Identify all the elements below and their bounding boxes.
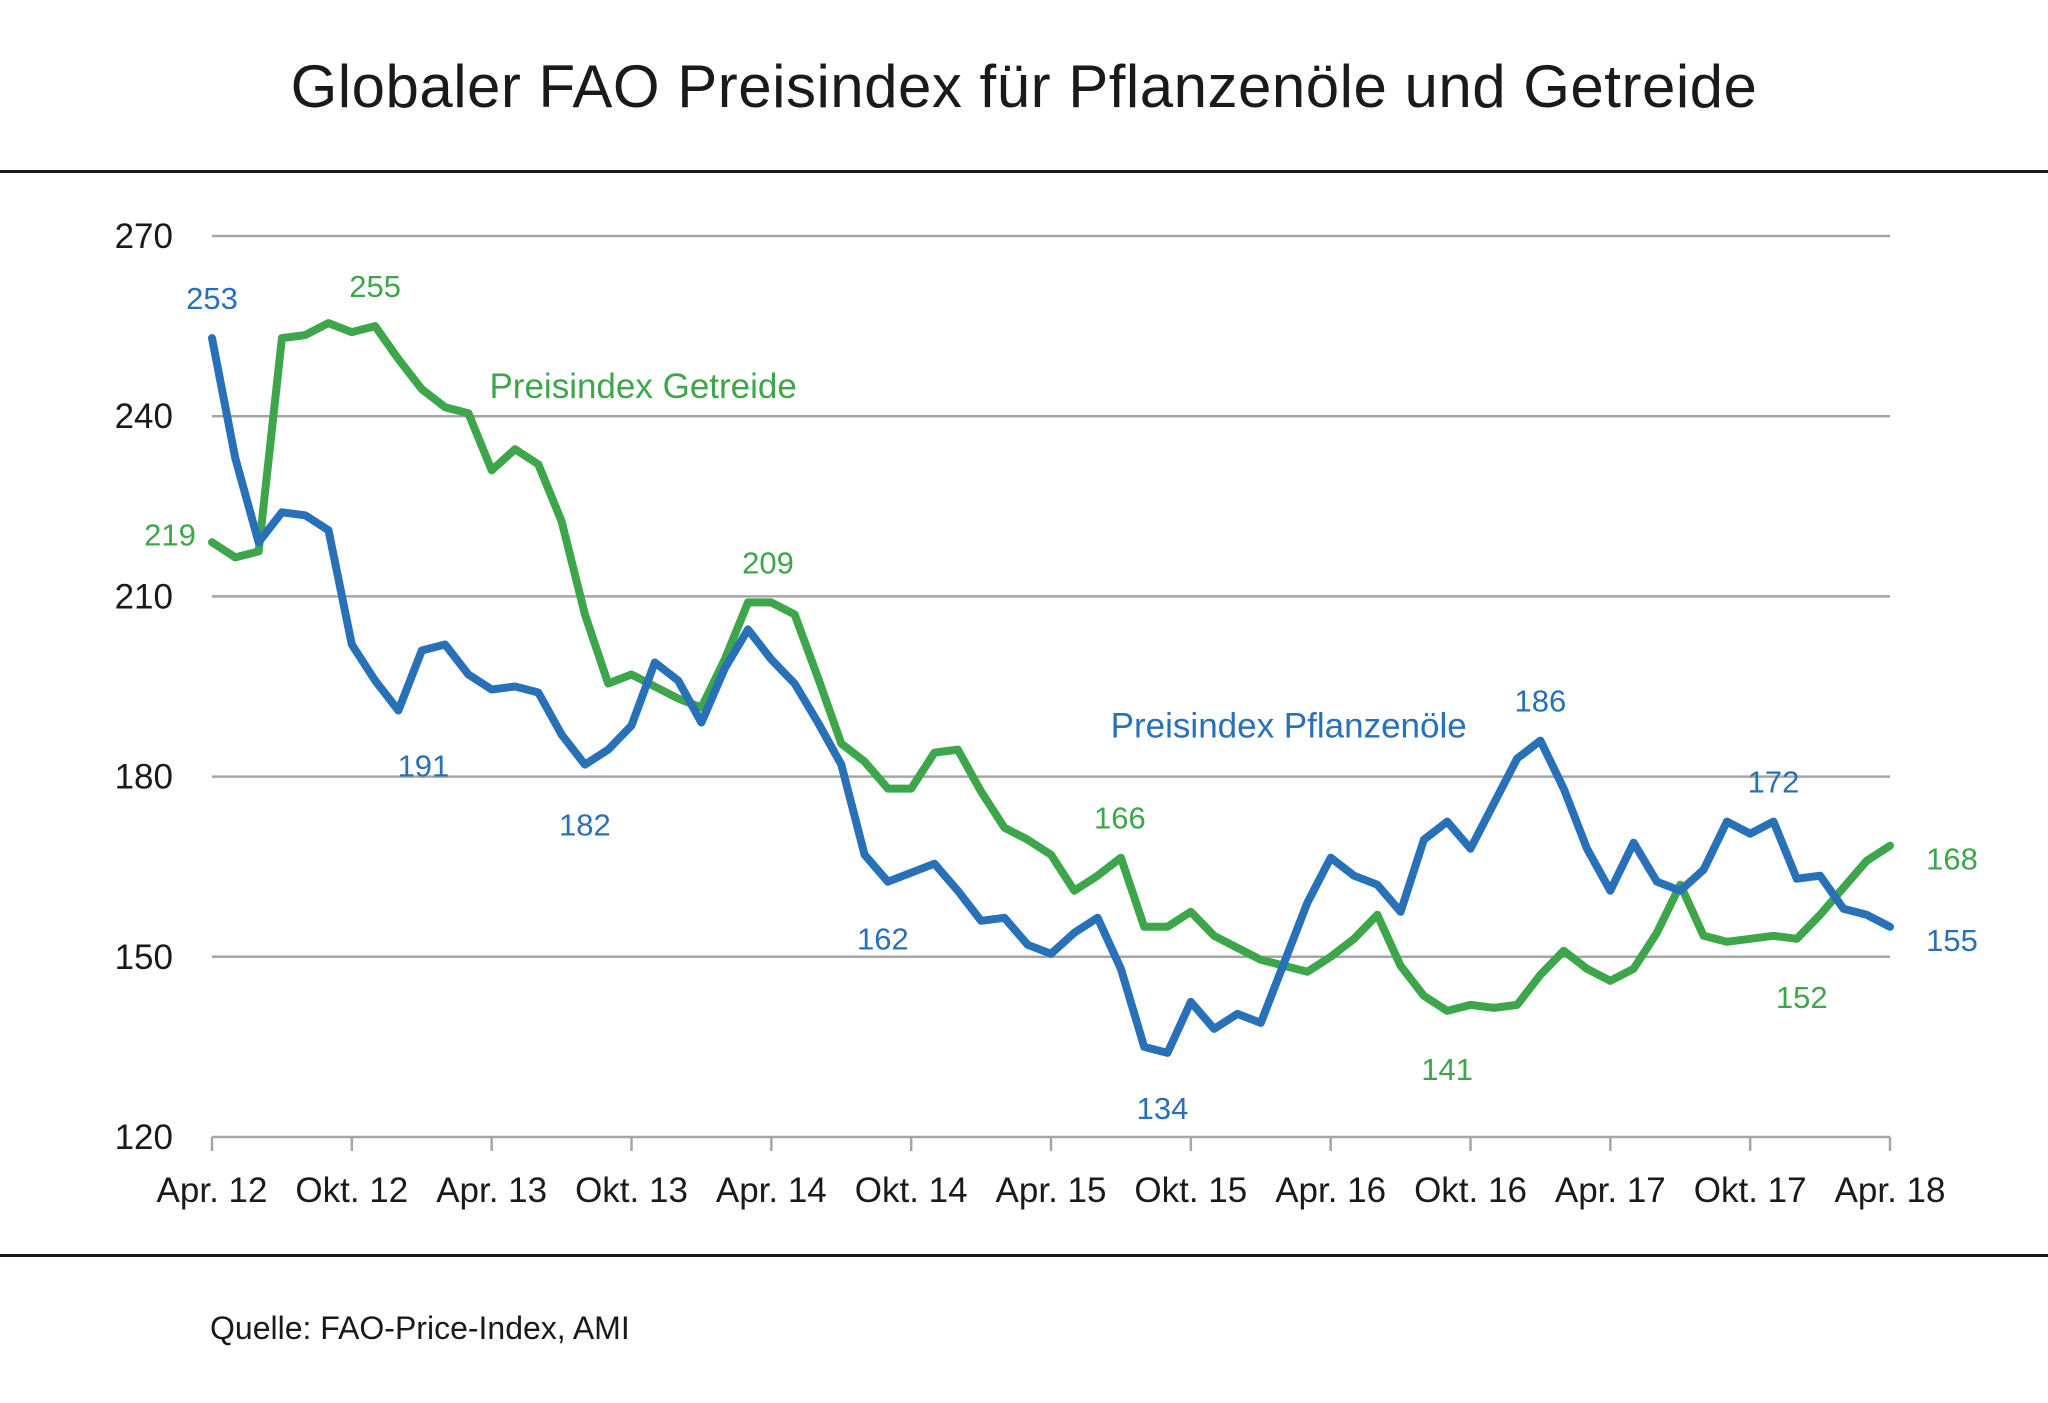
y-tick-label: 180 — [115, 758, 173, 797]
data-label: 155 — [1926, 923, 1978, 958]
data-label: 253 — [186, 281, 238, 316]
data-label: 152 — [1776, 980, 1828, 1015]
y-tick-label: 240 — [115, 397, 173, 436]
top-divider — [0, 170, 2048, 173]
x-axis-tick-labels: Apr. 12 Okt. 12 Apr. 13 Okt. 13 Apr. 14 Okt. … — [157, 1171, 1946, 1210]
x-tick-label: Okt. 12 — [295, 1171, 408, 1210]
x-tick-label: Okt. 15 — [1134, 1171, 1247, 1210]
y-tick-label: 150 — [115, 938, 173, 977]
y-tick-label: 270 — [115, 217, 173, 256]
x-tick-label: Apr. 15 — [996, 1171, 1107, 1210]
series-pflanzenoele-line — [208, 334, 1894, 1057]
data-label: 182 — [559, 808, 611, 843]
data-label: 141 — [1421, 1052, 1473, 1087]
data-label: 255 — [349, 269, 401, 304]
x-tick-label: Apr. 18 — [1835, 1171, 1946, 1210]
y-tick-label: 120 — [115, 1118, 173, 1157]
data-label: 209 — [742, 545, 794, 580]
x-tick-label: Okt. 16 — [1414, 1171, 1527, 1210]
x-tick-label: Apr. 17 — [1555, 1171, 1666, 1210]
data-label: 162 — [857, 922, 909, 957]
series-lines — [208, 319, 1894, 1057]
series-name-label: Preisindex Pflanzenöle — [1111, 707, 1467, 746]
x-tick-label: Apr. 14 — [716, 1171, 827, 1210]
series-getreide-line — [208, 319, 1894, 1015]
x-tick-label: Apr. 12 — [157, 1171, 268, 1210]
source-note: Quelle: FAO-Price-Index, AMI — [210, 1310, 630, 1346]
series-name-labels: Preisindex Getreide Preisindex Pflanzenöl… — [489, 367, 1466, 745]
data-label: 191 — [398, 749, 450, 784]
bottom-divider — [0, 1254, 2048, 1257]
data-label: 172 — [1748, 765, 1800, 800]
y-tick-label: 210 — [115, 577, 173, 616]
chart-title: Globaler FAO Preisindex für Pflanzenöle … — [290, 53, 1758, 120]
data-label: 166 — [1094, 801, 1146, 836]
y-axis-tick-labels: 120 150 180 210 240 270 — [115, 217, 173, 1157]
x-axis — [210, 1135, 1892, 1151]
data-label: 168 — [1926, 842, 1978, 877]
series-name-label: Preisindex Getreide — [489, 367, 796, 406]
data-label: 186 — [1515, 684, 1567, 719]
x-tick-label: Okt. 13 — [575, 1171, 688, 1210]
x-tick-label: Apr. 16 — [1275, 1171, 1386, 1210]
data-label: 134 — [1137, 1091, 1189, 1126]
x-tick-label: Okt. 14 — [855, 1171, 968, 1210]
x-tick-label: Apr. 13 — [436, 1171, 547, 1210]
data-labels: 253 191 182 162 134 186 172 155 219 255 209 166 141 1… — [144, 269, 1978, 1126]
x-tick-label: Okt. 17 — [1694, 1171, 1807, 1210]
data-label: 219 — [144, 517, 196, 552]
